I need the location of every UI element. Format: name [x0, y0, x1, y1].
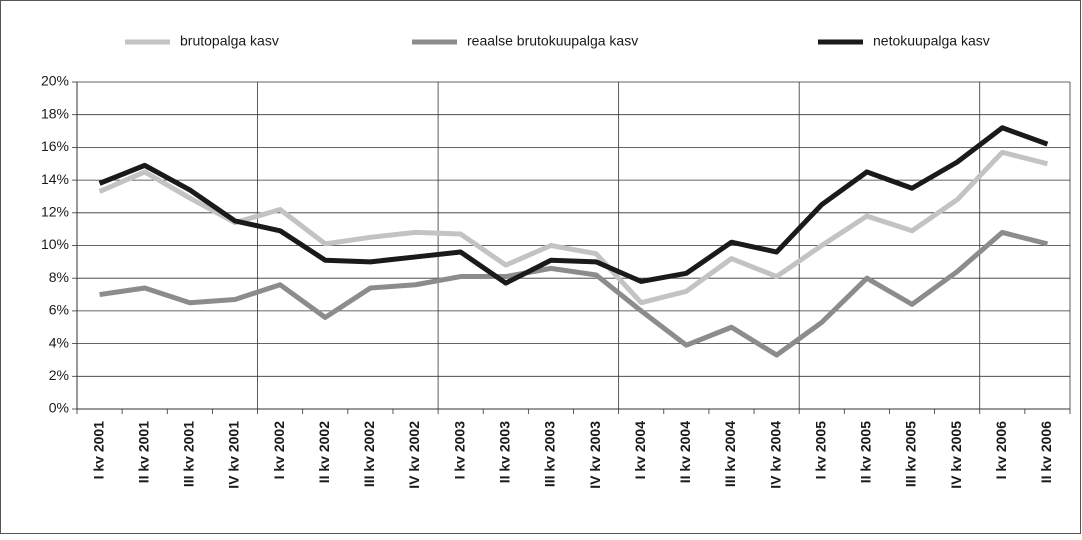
y-tick-label: 20% [41, 73, 69, 89]
y-tick-label: 4% [49, 334, 69, 350]
x-tick-label: I kv 2002 [271, 421, 287, 480]
x-tick-label: I kv 2003 [451, 421, 467, 480]
y-tick-label: 16% [41, 138, 69, 154]
x-tick-label: IV kv 2002 [406, 421, 422, 489]
x-tick-label: IV kv 2005 [948, 421, 964, 489]
x-tick-label: IV kv 2003 [587, 421, 603, 489]
x-tick-label: II kv 2003 [496, 421, 512, 483]
x-tick-label: II kv 2001 [135, 421, 151, 483]
x-tick-label: I kv 2004 [632, 421, 648, 480]
x-tick-label: II kv 2004 [677, 421, 693, 483]
legend-label: reaalse brutokuupalga kasv [467, 33, 638, 49]
y-tick-label: 14% [41, 171, 69, 187]
x-tick-label: III kv 2002 [361, 421, 377, 487]
x-tick-label: III kv 2004 [722, 421, 738, 487]
x-tick-label: III kv 2001 [181, 421, 197, 487]
legend-label: netokuupalga kasv [873, 33, 990, 49]
x-tick-label: II kv 2002 [316, 421, 332, 483]
x-tick-label: I kv 2005 [812, 421, 828, 480]
y-tick-label: 6% [49, 302, 69, 318]
x-tick-label: III kv 2003 [542, 421, 558, 487]
y-tick-label: 10% [41, 236, 69, 252]
x-tick-label: III kv 2005 [903, 421, 919, 487]
y-tick-label: 2% [49, 367, 69, 383]
x-tick-label: I kv 2006 [993, 421, 1009, 480]
x-tick-label: IV kv 2004 [767, 421, 783, 489]
y-tick-label: 0% [49, 400, 69, 416]
legend-label: brutopalga kasv [180, 33, 279, 49]
x-tick-label: I kv 2001 [90, 421, 106, 480]
x-tick-label: II kv 2006 [1038, 421, 1054, 483]
x-tick-label: IV kv 2001 [226, 421, 242, 489]
series-line [98, 125, 1049, 286]
y-tick-label: 12% [41, 204, 69, 220]
y-tick-label: 18% [41, 105, 69, 121]
series-line [98, 149, 1049, 306]
x-tick-label: II kv 2005 [858, 421, 874, 483]
series-line [99, 229, 1049, 358]
y-tick-label: 8% [49, 269, 69, 285]
